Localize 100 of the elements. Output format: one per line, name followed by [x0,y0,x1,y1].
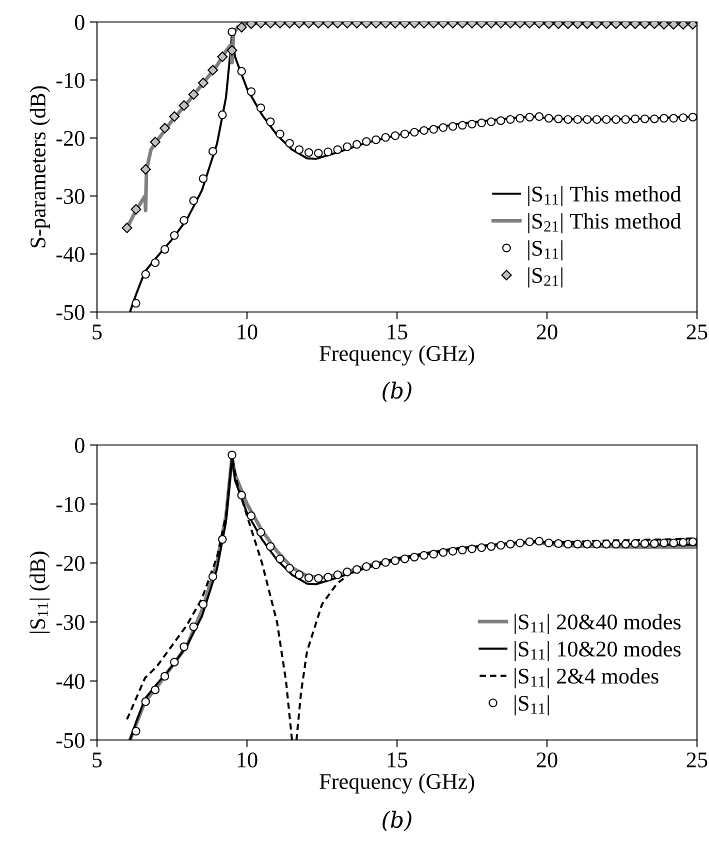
x-tick-label: 10 [238,324,258,340]
point [554,539,563,548]
point [218,110,227,120]
legend-label: |S$_{11}$| This method [528,186,682,206]
legend-label: |S$_{21}$| This method [528,213,682,234]
text: (b) [382,382,412,402]
y-tick-label: 0 [74,14,84,30]
point [141,697,150,706]
y-tick-label: -40 [56,674,84,689]
point [438,548,448,557]
point [304,148,314,157]
point [372,560,380,570]
point [525,112,534,122]
legend-label: |S$_{11}$| 20&40 modes [514,614,681,634]
point [506,540,515,548]
point [294,145,304,154]
point [160,672,170,681]
point [208,64,218,76]
point [381,133,390,142]
point [276,554,284,564]
point [640,539,650,548]
point [180,216,188,225]
point [621,540,630,548]
point [140,164,151,175]
point [554,114,563,124]
point [650,114,659,124]
point [458,120,467,130]
point [660,114,668,123]
point [496,540,506,550]
point [438,123,448,132]
point [170,658,179,666]
x-tick-label: 15 [388,324,408,340]
point [150,685,160,694]
point [525,537,534,546]
point [534,536,544,546]
point [486,542,496,551]
point [352,140,362,149]
point [602,540,611,548]
point [208,572,218,581]
point [372,135,380,144]
legend-label: |S$_{11}$| [528,240,562,260]
x-tick-label: 25 [686,324,708,340]
point [602,115,611,124]
point [237,490,246,500]
point [486,117,496,126]
point [534,112,544,121]
point [381,558,390,567]
point [390,556,400,566]
point [150,136,160,148]
point [246,511,256,520]
point [420,550,428,560]
point [582,540,592,548]
point [496,116,506,125]
point [612,115,620,124]
point [592,115,602,124]
point [333,145,342,154]
point [448,546,458,556]
point [564,540,572,548]
point [630,539,640,548]
legend-label: |S$_{11}$| 10&20 modes [514,640,681,662]
y-tick-label: -40 [56,246,84,262]
y-tick-label: -30 [56,188,84,204]
point [352,565,362,574]
x-tick-label: 20 [536,752,558,768]
point [429,550,438,559]
point [246,87,256,96]
point [324,572,332,582]
point [237,66,246,76]
point [592,540,602,548]
y-tick-label: -10 [56,496,84,512]
point [362,562,371,571]
point [188,89,199,100]
point [178,100,190,111]
point [160,122,170,134]
point [410,552,419,562]
point [218,535,227,544]
point [582,115,592,124]
text: (b) [382,810,412,832]
point [640,114,650,124]
y-tick-label: -50 [56,304,84,320]
point [333,570,342,580]
point [285,138,294,148]
point [630,114,640,124]
point [420,126,428,135]
point [342,567,352,576]
x-axis-title: Frequency (GHz) [320,345,474,366]
point [304,573,314,582]
point [564,115,572,124]
point [208,146,218,156]
point [468,120,476,128]
y-tick-label: -30 [56,614,84,630]
point [324,148,332,156]
point [477,118,486,128]
point [132,726,140,736]
point [678,538,688,547]
point [198,600,208,609]
point [544,114,554,123]
point [189,196,198,206]
x-axis-title: Frequency (GHz) [320,773,474,794]
point [650,539,659,548]
